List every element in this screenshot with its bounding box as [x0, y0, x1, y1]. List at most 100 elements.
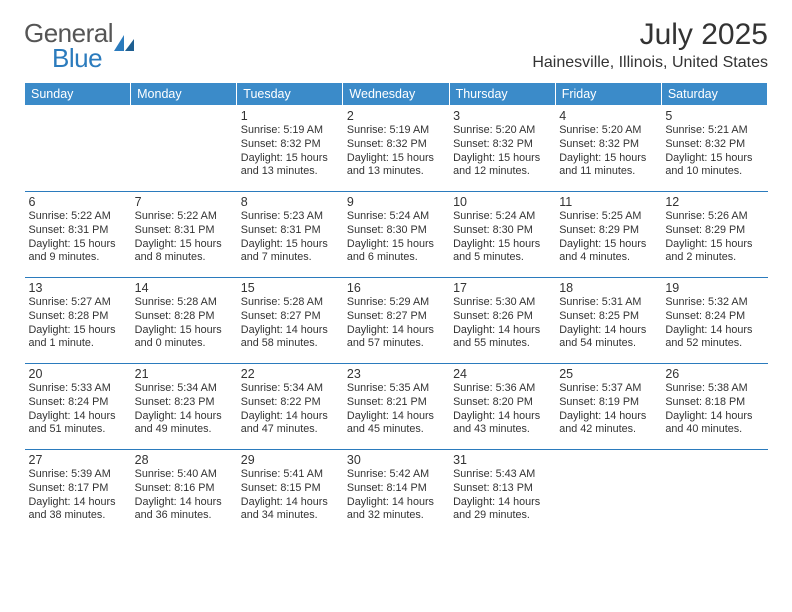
sunrise-text: Sunrise: 5:20 AM — [559, 124, 657, 138]
day-number: 19 — [665, 281, 763, 295]
day-cell: 15Sunrise: 5:28 AMSunset: 8:27 PMDayligh… — [237, 278, 343, 364]
sunrise-text: Sunrise: 5:34 AM — [135, 382, 233, 396]
sunrise-text: Sunrise: 5:35 AM — [347, 382, 445, 396]
day-number: 5 — [665, 109, 763, 123]
sunset-text: Sunset: 8:24 PM — [29, 396, 127, 410]
day-cell: 9Sunrise: 5:24 AMSunset: 8:30 PMDaylight… — [343, 192, 449, 278]
day-cell: 16Sunrise: 5:29 AMSunset: 8:27 PMDayligh… — [343, 278, 449, 364]
day-details: Sunrise: 5:25 AMSunset: 8:29 PMDaylight:… — [559, 210, 657, 265]
day-details: Sunrise: 5:43 AMSunset: 8:13 PMDaylight:… — [453, 468, 551, 523]
day-number: 12 — [665, 195, 763, 209]
day-details: Sunrise: 5:20 AMSunset: 8:32 PMDaylight:… — [559, 124, 657, 179]
day-details: Sunrise: 5:28 AMSunset: 8:27 PMDaylight:… — [241, 296, 339, 351]
sunrise-text: Sunrise: 5:27 AM — [29, 296, 127, 310]
day-details: Sunrise: 5:35 AMSunset: 8:21 PMDaylight:… — [347, 382, 445, 437]
day-cell: 30Sunrise: 5:42 AMSunset: 8:14 PMDayligh… — [343, 450, 449, 536]
day-cell: 6Sunrise: 5:22 AMSunset: 8:31 PMDaylight… — [25, 192, 131, 278]
sunset-text: Sunset: 8:32 PM — [241, 138, 339, 152]
day-details: Sunrise: 5:22 AMSunset: 8:31 PMDaylight:… — [29, 210, 127, 265]
day-number: 7 — [135, 195, 233, 209]
day-cell: 5Sunrise: 5:21 AMSunset: 8:32 PMDaylight… — [661, 106, 767, 192]
daylight-text: Daylight: 14 hours and 58 minutes. — [241, 324, 339, 352]
weekday-saturday: Saturday — [661, 83, 767, 106]
day-cell: 26Sunrise: 5:38 AMSunset: 8:18 PMDayligh… — [661, 364, 767, 450]
sunrise-text: Sunrise: 5:30 AM — [453, 296, 551, 310]
day-number: 13 — [29, 281, 127, 295]
day-number: 15 — [241, 281, 339, 295]
weekday-header-row: SundayMondayTuesdayWednesdayThursdayFrid… — [25, 83, 768, 106]
day-cell: 24Sunrise: 5:36 AMSunset: 8:20 PMDayligh… — [449, 364, 555, 450]
day-number: 26 — [665, 367, 763, 381]
sunrise-text: Sunrise: 5:29 AM — [347, 296, 445, 310]
daylight-text: Daylight: 15 hours and 12 minutes. — [453, 152, 551, 180]
weekday-sunday: Sunday — [25, 83, 131, 106]
day-number: 27 — [29, 453, 127, 467]
day-cell: 18Sunrise: 5:31 AMSunset: 8:25 PMDayligh… — [555, 278, 661, 364]
sunset-text: Sunset: 8:30 PM — [347, 224, 445, 238]
day-number: 31 — [453, 453, 551, 467]
day-number: 20 — [29, 367, 127, 381]
day-details: Sunrise: 5:40 AMSunset: 8:16 PMDaylight:… — [135, 468, 233, 523]
day-details: Sunrise: 5:42 AMSunset: 8:14 PMDaylight:… — [347, 468, 445, 523]
day-details: Sunrise: 5:32 AMSunset: 8:24 PMDaylight:… — [665, 296, 763, 351]
daylight-text: Daylight: 14 hours and 51 minutes. — [29, 410, 127, 438]
day-details: Sunrise: 5:24 AMSunset: 8:30 PMDaylight:… — [453, 210, 551, 265]
daylight-text: Daylight: 15 hours and 7 minutes. — [241, 238, 339, 266]
sunset-text: Sunset: 8:25 PM — [559, 310, 657, 324]
daylight-text: Daylight: 15 hours and 6 minutes. — [347, 238, 445, 266]
daylight-text: Daylight: 15 hours and 11 minutes. — [559, 152, 657, 180]
weekday-thursday: Thursday — [449, 83, 555, 106]
sunset-text: Sunset: 8:32 PM — [559, 138, 657, 152]
daylight-text: Daylight: 15 hours and 1 minute. — [29, 324, 127, 352]
weekday-friday: Friday — [555, 83, 661, 106]
daylight-text: Daylight: 14 hours and 55 minutes. — [453, 324, 551, 352]
day-number: 9 — [347, 195, 445, 209]
week-row: 13Sunrise: 5:27 AMSunset: 8:28 PMDayligh… — [25, 278, 768, 364]
daylight-text: Daylight: 14 hours and 49 minutes. — [135, 410, 233, 438]
sunset-text: Sunset: 8:18 PM — [665, 396, 763, 410]
daylight-text: Daylight: 15 hours and 9 minutes. — [29, 238, 127, 266]
day-cell: 25Sunrise: 5:37 AMSunset: 8:19 PMDayligh… — [555, 364, 661, 450]
day-number: 10 — [453, 195, 551, 209]
week-row: 6Sunrise: 5:22 AMSunset: 8:31 PMDaylight… — [25, 192, 768, 278]
day-number: 24 — [453, 367, 551, 381]
sunset-text: Sunset: 8:26 PM — [453, 310, 551, 324]
day-number: 21 — [135, 367, 233, 381]
sunrise-text: Sunrise: 5:22 AM — [135, 210, 233, 224]
day-details: Sunrise: 5:28 AMSunset: 8:28 PMDaylight:… — [135, 296, 233, 351]
daylight-text: Daylight: 14 hours and 57 minutes. — [347, 324, 445, 352]
day-details: Sunrise: 5:23 AMSunset: 8:31 PMDaylight:… — [241, 210, 339, 265]
day-details: Sunrise: 5:34 AMSunset: 8:23 PMDaylight:… — [135, 382, 233, 437]
sunrise-text: Sunrise: 5:32 AM — [665, 296, 763, 310]
day-details: Sunrise: 5:29 AMSunset: 8:27 PMDaylight:… — [347, 296, 445, 351]
sunrise-text: Sunrise: 5:38 AM — [665, 382, 763, 396]
day-number: 2 — [347, 109, 445, 123]
day-cell: 14Sunrise: 5:28 AMSunset: 8:28 PMDayligh… — [131, 278, 237, 364]
sunset-text: Sunset: 8:30 PM — [453, 224, 551, 238]
sunset-text: Sunset: 8:13 PM — [453, 482, 551, 496]
daylight-text: Daylight: 14 hours and 47 minutes. — [241, 410, 339, 438]
daylight-text: Daylight: 14 hours and 29 minutes. — [453, 496, 551, 524]
sunrise-text: Sunrise: 5:31 AM — [559, 296, 657, 310]
daylight-text: Daylight: 14 hours and 38 minutes. — [29, 496, 127, 524]
day-cell: 28Sunrise: 5:40 AMSunset: 8:16 PMDayligh… — [131, 450, 237, 536]
day-number: 4 — [559, 109, 657, 123]
day-details: Sunrise: 5:33 AMSunset: 8:24 PMDaylight:… — [29, 382, 127, 437]
sunrise-text: Sunrise: 5:36 AM — [453, 382, 551, 396]
location-text: Hainesville, Illinois, United States — [532, 54, 768, 72]
sunset-text: Sunset: 8:31 PM — [29, 224, 127, 238]
sunrise-text: Sunrise: 5:21 AM — [665, 124, 763, 138]
daylight-text: Daylight: 15 hours and 2 minutes. — [665, 238, 763, 266]
day-number: 25 — [559, 367, 657, 381]
header: GeneralBlue July 2025 Hainesville, Illin… — [24, 18, 768, 74]
day-number: 23 — [347, 367, 445, 381]
day-details: Sunrise: 5:20 AMSunset: 8:32 PMDaylight:… — [453, 124, 551, 179]
day-cell: 2Sunrise: 5:19 AMSunset: 8:32 PMDaylight… — [343, 106, 449, 192]
sunset-text: Sunset: 8:16 PM — [135, 482, 233, 496]
daylight-text: Daylight: 14 hours and 43 minutes. — [453, 410, 551, 438]
day-cell: 12Sunrise: 5:26 AMSunset: 8:29 PMDayligh… — [661, 192, 767, 278]
sail-icon — [114, 33, 136, 51]
sunset-text: Sunset: 8:19 PM — [559, 396, 657, 410]
day-cell: 13Sunrise: 5:27 AMSunset: 8:28 PMDayligh… — [25, 278, 131, 364]
daylight-text: Daylight: 14 hours and 32 minutes. — [347, 496, 445, 524]
